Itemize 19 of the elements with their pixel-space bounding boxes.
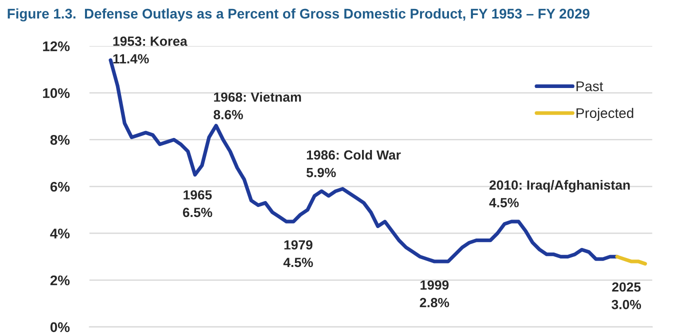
annotation: 1986: Cold War 5.9%: [306, 150, 401, 178]
annotation: 2010: Iraq/Afghanistan 4.5%: [489, 180, 630, 208]
y-tick-label: 8%: [50, 135, 70, 145]
y-tick-label: 6%: [50, 182, 70, 192]
annotation: 2025 3.0%: [612, 282, 642, 310]
annotation: 1979 4.5%: [283, 240, 313, 268]
y-tick-label: 0%: [50, 322, 70, 332]
annotation: 1999 2.8%: [420, 280, 450, 308]
legend-label: Past: [576, 82, 604, 92]
y-tick-label: 2%: [50, 275, 70, 286]
annotation: 1953: Korea 11.4%: [113, 36, 188, 64]
y-tick-label: 12%: [43, 41, 70, 52]
legend-label: Projected: [576, 108, 634, 121]
annotation: 1965 6.5%: [182, 190, 212, 218]
y-tick-label: 10%: [43, 88, 70, 98]
annotation: 1968: Vietnam 8.6%: [214, 92, 301, 120]
line-series: [615, 254, 647, 266]
chart-title: Figure 1.3. Defense Outlays as a Percent of Gross Domestic Product, FY 1953 – FY 2029: [8, 8, 590, 22]
y-tick-label: 4%: [50, 228, 70, 238]
